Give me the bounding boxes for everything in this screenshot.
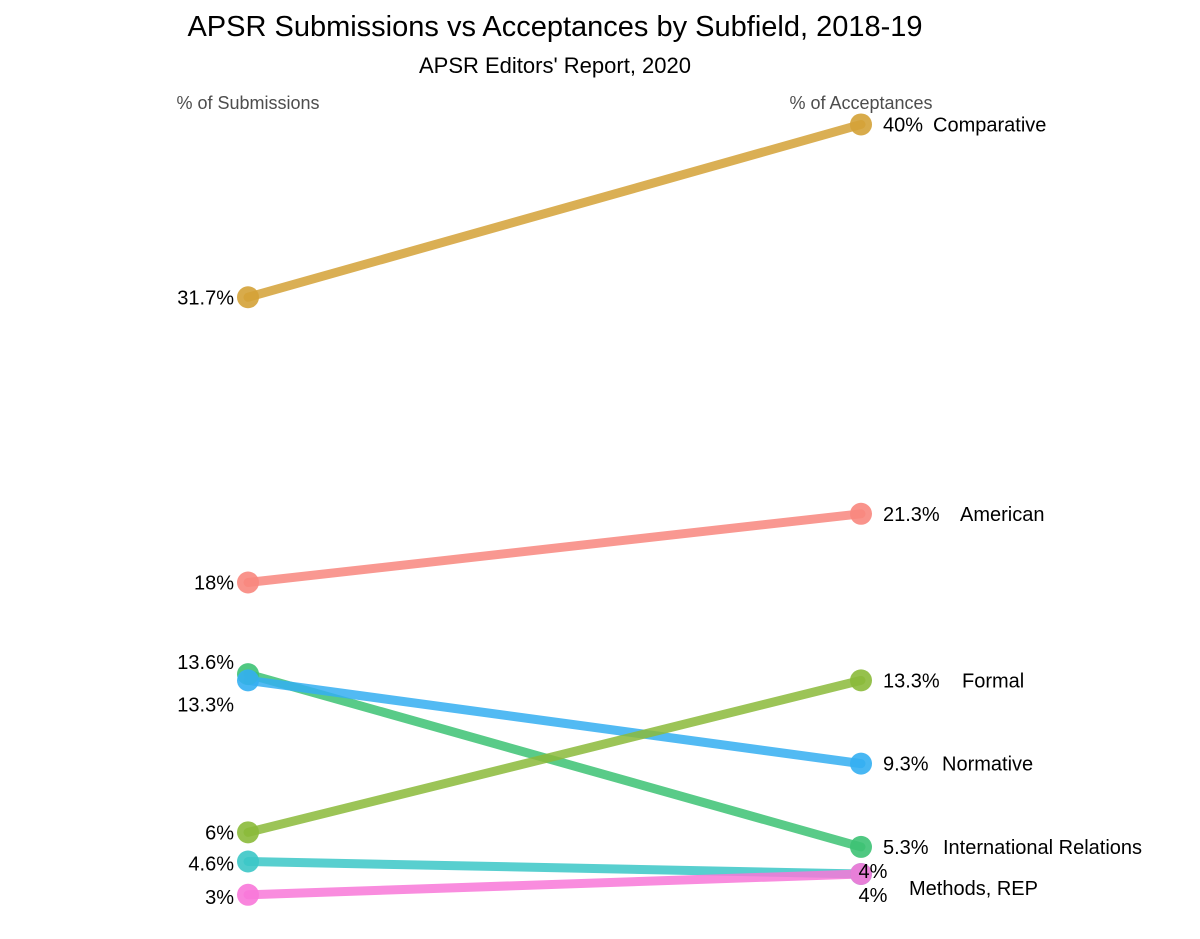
series-line-comparative <box>243 119 866 302</box>
label-international-relations-submissions: 13.6% <box>177 652 234 674</box>
series-line-formal <box>243 675 866 837</box>
label-comparative-submissions: 31.7% <box>177 287 234 309</box>
point-american-submissions <box>237 571 259 594</box>
slope-labels: 31.7% 40% 18% 21.3% 13.6% 5.3% 13.3% 9.3% 6% 13.3… <box>177 114 1142 908</box>
series-line-methods <box>243 856 866 879</box>
label-formal-acceptances: 13.3% <box>883 670 940 692</box>
chart-subtitle: APSR Editors' Report, 2020 <box>419 53 691 78</box>
slope-points <box>237 113 872 906</box>
point-comparative-submissions <box>237 286 259 309</box>
label-normative-submissions: 13.3% <box>177 694 234 716</box>
point-formal-submissions <box>237 821 259 844</box>
point-comparative-acceptances <box>850 113 872 136</box>
series-line-american <box>243 509 866 587</box>
label-normative-acceptances: 9.3% <box>883 754 929 776</box>
point-normative-submissions <box>237 669 259 692</box>
label-methods-acceptances: 4% <box>859 861 888 883</box>
point-rep-submissions <box>237 883 259 906</box>
chart-title: APSR Submissions vs Acceptances by Subfi… <box>187 11 922 43</box>
category-name-american: American <box>960 504 1044 526</box>
label-methods-submissions: 4.6% <box>188 853 234 875</box>
point-formal-acceptances <box>850 669 872 692</box>
slope-lines <box>243 119 866 900</box>
label-international-relations-acceptances: 5.3% <box>883 837 929 859</box>
label-formal-submissions: 6% <box>205 822 234 844</box>
point-normative-acceptances <box>850 752 872 775</box>
point-international-relations-acceptances <box>850 835 872 858</box>
label-rep-submissions: 3% <box>205 887 234 909</box>
point-rep-acceptances <box>850 862 872 885</box>
category-name-comparative: Comparative <box>933 114 1046 136</box>
category-name-normative: Normative <box>942 754 1033 776</box>
label-american-submissions: 18% <box>194 573 234 595</box>
category-name-methods: Methods, REP <box>909 878 1038 900</box>
point-american-acceptances <box>850 502 872 525</box>
category-name-international-relations: International Relations <box>943 837 1142 859</box>
label-comparative-acceptances: 40% <box>883 114 923 136</box>
series-line-rep <box>243 869 866 900</box>
label-rep-acceptances: 4% <box>859 885 888 907</box>
column-header-submissions: % of Submissions <box>176 93 319 113</box>
series-line-normative <box>243 675 866 769</box>
category-name-formal: Formal <box>962 670 1024 692</box>
column-header-acceptances: % of Acceptances <box>789 93 932 113</box>
label-american-acceptances: 21.3% <box>883 504 940 526</box>
point-methods-submissions <box>237 850 259 873</box>
